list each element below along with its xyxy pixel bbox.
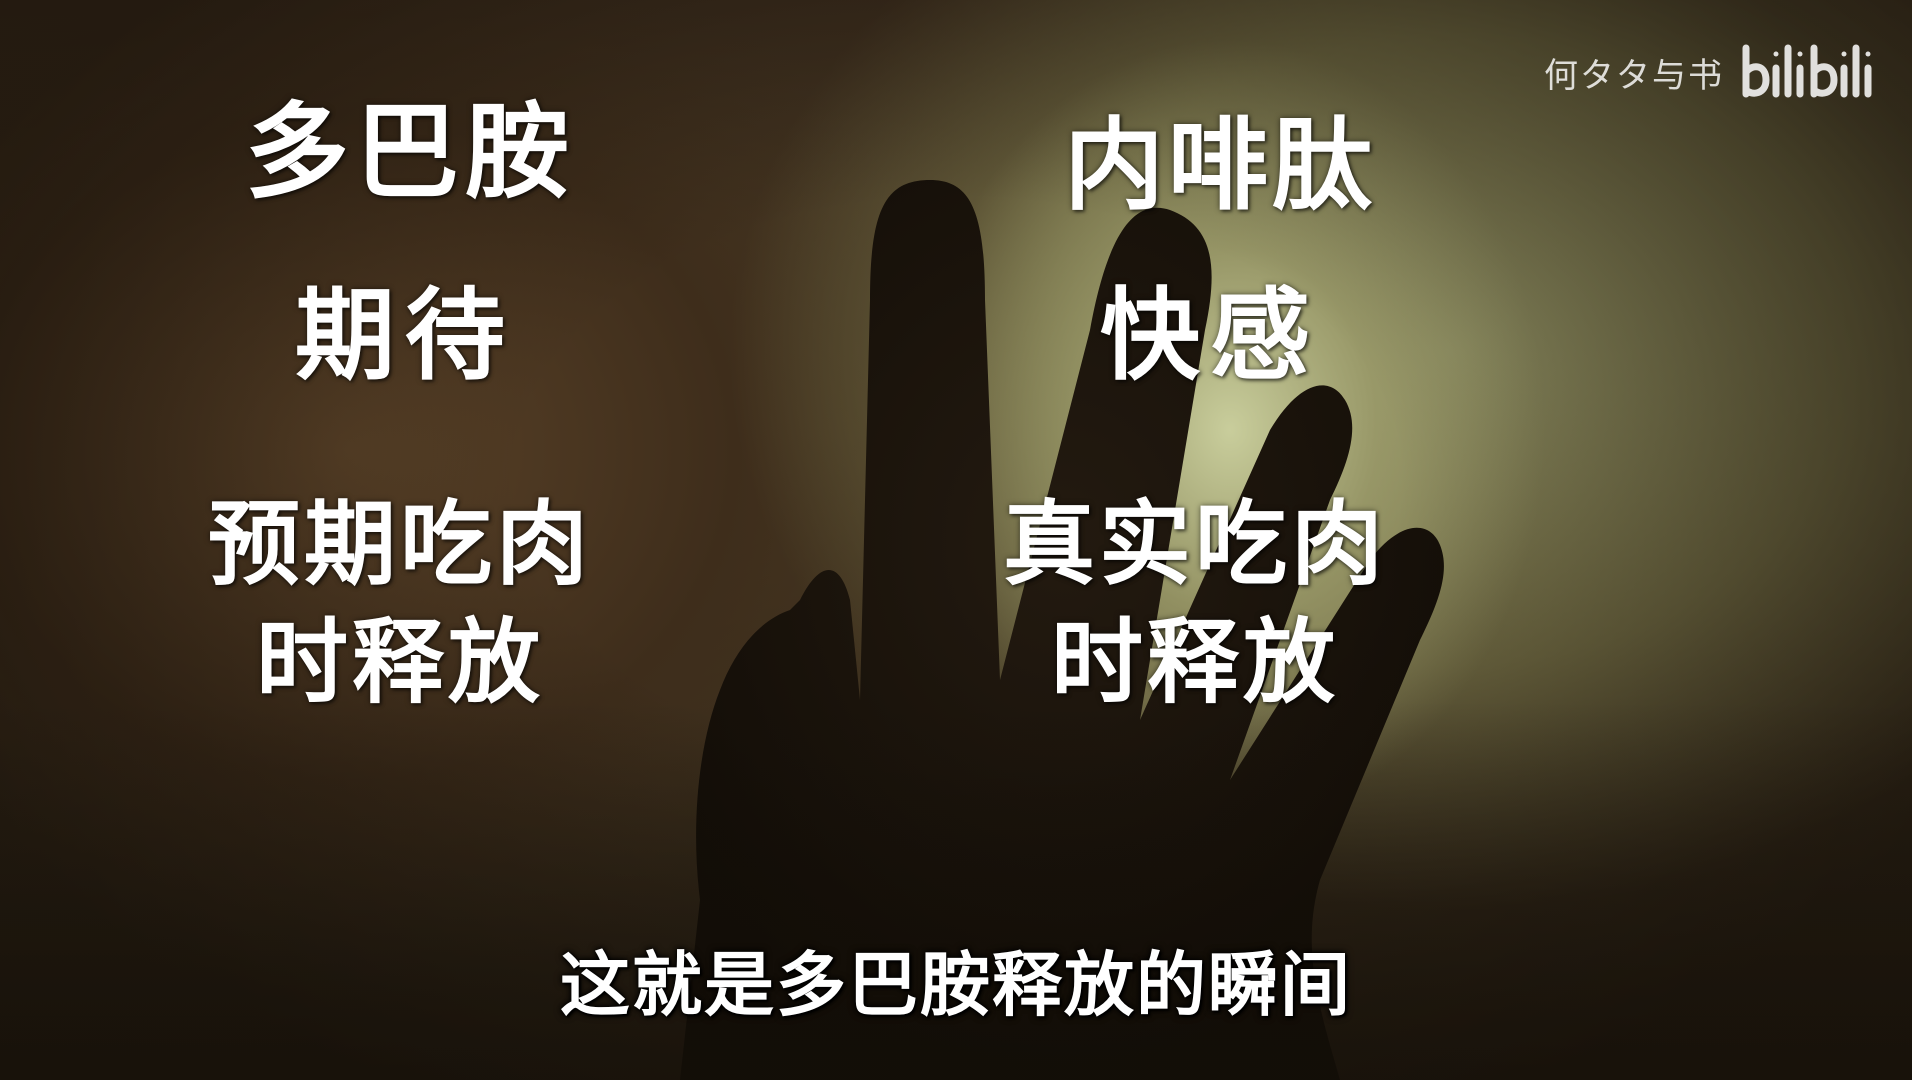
label-endorphin: 内啡肽: [1064, 106, 1376, 224]
label-pleasure: 快感: [1100, 276, 1320, 394]
label-expectation: 期待: [295, 276, 515, 394]
label-right-description: 真实吃肉 时释放: [955, 485, 1435, 721]
right-description-line-2: 时释放: [1050, 608, 1339, 716]
left-description-line-1: 预期吃肉: [207, 490, 592, 598]
watermark-author: 何タタ与书: [1544, 55, 1724, 96]
left-description-line-2: 时释放: [255, 608, 544, 716]
watermark: 何タタ与书: [1544, 42, 1878, 102]
bottom-shade-overlay: [0, 700, 1912, 1080]
bilibili-logo-icon: [1742, 44, 1872, 98]
right-description-line-1: 真实吃肉: [1002, 490, 1387, 598]
label-dopamine: 多巴胺: [244, 90, 575, 213]
subtitle-caption: 这就是多巴胺释放的瞬间: [560, 944, 1352, 1026]
label-left-description: 预期吃肉 时释放: [150, 485, 650, 721]
